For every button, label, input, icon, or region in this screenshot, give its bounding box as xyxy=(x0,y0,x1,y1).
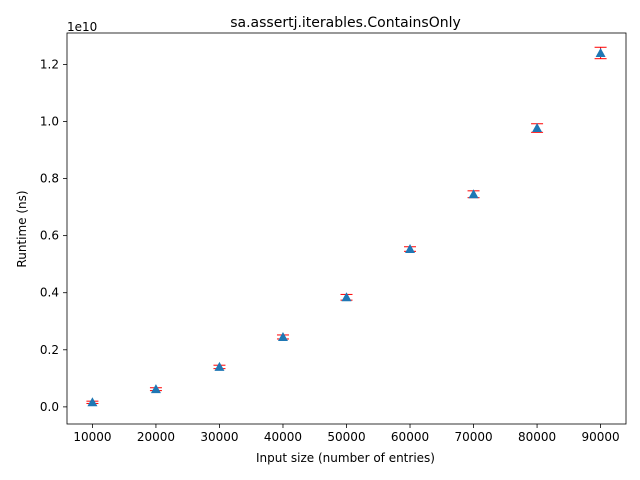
y-tick-label: 1.2 xyxy=(40,57,59,71)
y-tick-label: 0.0 xyxy=(40,400,59,414)
y-tick-label: 1.0 xyxy=(40,114,59,128)
plot-frame xyxy=(66,32,627,425)
data-point xyxy=(405,244,416,254)
y-axis-label: Runtime (ns) xyxy=(15,190,29,267)
x-tick-label: 70000 xyxy=(454,430,492,444)
data-point xyxy=(341,292,352,302)
data-point xyxy=(595,47,606,57)
data-point xyxy=(532,123,543,133)
y-tick-label: 0.4 xyxy=(40,286,59,300)
x-axis-label: Input size (number of entries) xyxy=(256,451,435,465)
data-point xyxy=(87,397,98,407)
plot-area: 10000 20000 30000 40000 50000 60000 70000 80000… xyxy=(40,32,627,444)
x-tick-label: 30000 xyxy=(200,430,238,444)
x-tick-label: 80000 xyxy=(518,430,556,444)
x-tick-label: 90000 xyxy=(581,430,619,444)
data-point xyxy=(214,361,225,371)
x-tick-label: 40000 xyxy=(264,430,302,444)
y-tick-label: 0.2 xyxy=(40,343,59,357)
chart-title: sa.assertj.iterables.ContainsOnly xyxy=(230,15,461,31)
y-tick-label: 0.8 xyxy=(40,172,59,186)
y-tick-label: 0.6 xyxy=(40,229,59,243)
y-offset-label: 1e10 xyxy=(67,20,97,34)
data-point xyxy=(150,384,161,394)
data-point xyxy=(468,189,479,199)
x-tick-label: 20000 xyxy=(137,430,175,444)
x-tick-label: 50000 xyxy=(327,430,365,444)
x-tick-label: 60000 xyxy=(391,430,429,444)
x-tick-label: 10000 xyxy=(73,430,111,444)
data-point xyxy=(277,331,288,341)
